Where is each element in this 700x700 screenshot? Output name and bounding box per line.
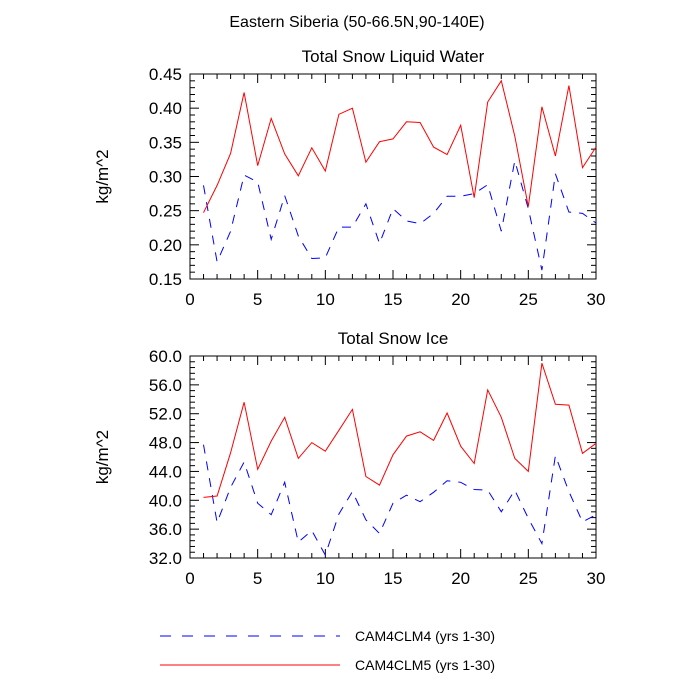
x-tick-label: 5	[253, 569, 262, 588]
legend-label-cam4clm4: CAM4CLM4 (yrs 1-30)	[355, 628, 495, 644]
y-tick-label: 0.15	[149, 270, 182, 289]
y-tick-label: 0.25	[149, 202, 182, 221]
y-tick-label: 52.0	[149, 405, 182, 424]
y-tick-label: 36.0	[149, 520, 182, 539]
y-tick-label: 0.30	[149, 168, 182, 187]
series-line-cam4clm5	[203, 363, 597, 498]
x-tick-label: 30	[587, 569, 606, 588]
legend: CAM4CLM4 (yrs 1-30) CAM4CLM5 (yrs 1-30)	[160, 628, 495, 673]
plot-frame	[189, 355, 597, 559]
x-tick-label: 10	[316, 569, 335, 588]
x-tick-label: 15	[384, 290, 403, 309]
x-tick-label: 0	[185, 569, 194, 588]
y-tick-label: 0.20	[149, 236, 182, 255]
chart-title: Total Snow Liquid Water	[302, 47, 485, 66]
y-tick-label: 40.0	[149, 491, 182, 510]
x-tick-label: 25	[519, 569, 538, 588]
y-tick-label: 44.0	[149, 462, 182, 481]
x-tick-label: 15	[384, 569, 403, 588]
x-tick-label: 20	[451, 290, 470, 309]
y-tick-label: 32.0	[149, 549, 182, 568]
chart-snow-ice: 0 5 10 15 20 25 30 32.0 36.0 40.0 44.0 48.0 52.0 56.0…	[93, 329, 605, 588]
chart-snow-liquid-water: 0 5 10 15 20 25 30 0.15 0.20 0.25 0.30 0.35 0.40 0.45…	[93, 47, 605, 309]
x-tick-label: 0	[185, 290, 194, 309]
y-axis-label: kg/m^2	[93, 430, 112, 484]
x-tick-label: 10	[316, 290, 335, 309]
series-line-cam4clm4	[203, 160, 597, 271]
legend-label-cam4clm5: CAM4CLM5 (yrs 1-30)	[355, 657, 495, 673]
y-tick-label: 0.40	[149, 99, 182, 118]
x-tick-label: 25	[519, 290, 538, 309]
y-tick-label: 0.35	[149, 133, 182, 152]
series-line-cam4clm5	[203, 79, 597, 213]
series-line-cam4clm4	[203, 444, 597, 557]
y-tick-label: 60.0	[149, 347, 182, 366]
x-tick-label: 30	[587, 290, 606, 309]
x-tick-label: 20	[451, 569, 470, 588]
figure-title: Eastern Siberia (50-66.5N,90-140E)	[229, 14, 484, 31]
y-axis-label: kg/m^2	[93, 149, 112, 203]
x-tick-label: 5	[253, 290, 262, 309]
chart-title: Total Snow Ice	[338, 329, 449, 348]
y-tick-label: 56.0	[149, 376, 182, 395]
y-tick-label: 0.45	[149, 65, 182, 84]
y-tick-label: 48.0	[149, 434, 182, 453]
plot-frame	[189, 73, 597, 280]
